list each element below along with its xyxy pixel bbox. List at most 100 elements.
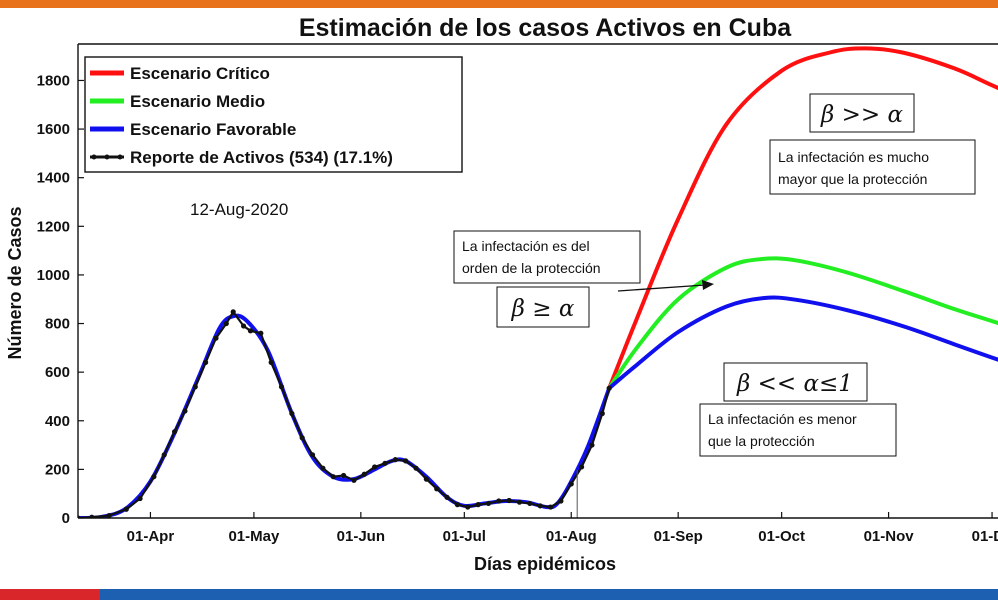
x-tick-label: 01-Apr bbox=[127, 528, 175, 545]
legend-label-medio: Escenario Medio bbox=[130, 92, 265, 111]
annotation-favorable: β << α≤1 La infectación es menor que la … bbox=[699, 362, 897, 457]
data-point-reporte bbox=[454, 502, 461, 508]
data-point-reporte bbox=[403, 458, 409, 464]
data-point-reporte bbox=[372, 464, 378, 470]
data-point-reporte bbox=[547, 504, 554, 510]
data-point-reporte bbox=[340, 472, 347, 479]
y-tick-label: 1000 bbox=[37, 267, 70, 284]
data-point-reporte bbox=[506, 497, 512, 504]
data-point-reporte bbox=[568, 481, 574, 487]
x-tick-label: 01-Aug bbox=[546, 528, 597, 545]
series-line-favorable bbox=[607, 295, 998, 391]
note-box-favorable bbox=[699, 403, 897, 457]
data-point-reporte bbox=[230, 309, 236, 315]
data-point-reporte bbox=[351, 477, 357, 483]
data-point-reporte bbox=[330, 474, 336, 480]
bottom-color-bar-accent bbox=[0, 589, 100, 600]
data-point-reporte bbox=[413, 465, 419, 471]
note-favorable-line2: que la protección bbox=[708, 433, 815, 449]
data-point-reporte bbox=[223, 320, 229, 327]
data-point-reporte bbox=[240, 323, 247, 329]
series-line-medio bbox=[607, 256, 998, 391]
series-line-critico bbox=[607, 46, 998, 391]
x-tick-label: 01-De bbox=[972, 528, 998, 545]
x-tick-label: 01-Jul bbox=[443, 528, 486, 545]
annotation-medio: La infectación es del orden de la protec… bbox=[453, 230, 714, 328]
note-box-critico bbox=[769, 139, 976, 195]
y-axis-label: Número de Casos bbox=[5, 206, 25, 359]
note-box-medio bbox=[453, 230, 641, 284]
math-box-medio bbox=[496, 286, 590, 328]
data-point-reporte bbox=[485, 500, 492, 507]
y-tick-label: 200 bbox=[45, 461, 70, 478]
data-point-reporte bbox=[465, 504, 471, 510]
y-tick-label: 400 bbox=[45, 413, 70, 430]
legend-marker bbox=[117, 154, 123, 160]
legend-marker bbox=[91, 154, 97, 160]
legend-label-favorable: Escenario Favorable bbox=[130, 120, 296, 139]
x-tick-label: 01-Sep bbox=[654, 528, 703, 545]
y-tick-label: 1400 bbox=[37, 170, 70, 187]
data-point-reporte bbox=[589, 442, 595, 448]
data-point-reporte bbox=[558, 498, 564, 504]
data-point-reporte bbox=[192, 384, 198, 390]
data-point-reporte bbox=[423, 476, 429, 482]
top-color-bar bbox=[0, 0, 998, 8]
data-point-reporte bbox=[137, 495, 143, 502]
note-favorable-line1: La infectación es menor bbox=[708, 411, 857, 427]
legend-marker bbox=[104, 154, 110, 160]
note-medio-line2: orden de la protección bbox=[462, 260, 601, 276]
legend-box bbox=[84, 56, 463, 173]
x-tick-label: 01-Oct bbox=[758, 528, 805, 545]
data-point-reporte bbox=[278, 384, 285, 390]
data-point-reporte bbox=[161, 452, 167, 458]
y-tick-label: 1200 bbox=[37, 218, 70, 235]
data-point-reporte bbox=[123, 506, 129, 512]
data-point-reporte bbox=[475, 502, 481, 508]
series-layer bbox=[78, 46, 998, 518]
note-critico-line2: mayor que la protección bbox=[778, 171, 927, 187]
math-critico: β >> α bbox=[820, 102, 903, 128]
math-box-critico bbox=[809, 93, 915, 133]
y-tick-label: 800 bbox=[45, 316, 70, 333]
data-point-reporte bbox=[606, 385, 612, 391]
chart-title: Estimación de los casos Activos en Cuba bbox=[299, 14, 792, 42]
data-point-reporte bbox=[444, 494, 450, 500]
note-critico-line1: La infectación es mucho bbox=[778, 149, 929, 165]
data-point-reporte bbox=[258, 330, 264, 336]
legend: Escenario Crítico Escenario Medio Escena… bbox=[84, 56, 463, 173]
y-tick-label: 1600 bbox=[37, 121, 70, 138]
x-tick-label: 01-May bbox=[228, 528, 280, 545]
data-point-reporte bbox=[382, 460, 388, 466]
data-point-reporte bbox=[392, 457, 398, 463]
math-favorable: β << α≤1 bbox=[736, 371, 853, 397]
y-tick-label: 0 bbox=[62, 510, 70, 527]
annotation-arrow-head bbox=[702, 280, 714, 290]
legend-label-critico: Escenario Crítico bbox=[130, 64, 270, 83]
data-point-reporte bbox=[496, 498, 502, 504]
x-axis-label: Días epidémicos bbox=[474, 554, 616, 574]
data-point-reporte bbox=[516, 499, 523, 505]
data-point-reporte bbox=[320, 465, 326, 471]
data-point-reporte bbox=[434, 486, 440, 492]
report-date: 12-Aug-2020 bbox=[190, 200, 288, 219]
annotation-arrow-shaft bbox=[617, 284, 706, 292]
data-point-reporte bbox=[361, 471, 367, 477]
data-point-reporte bbox=[527, 500, 533, 507]
x-ticks: 01-Apr 01-May 01-Jun 01-Jul 01-Aug 01-Sep 01-O… bbox=[127, 512, 998, 545]
data-point-reporte bbox=[247, 328, 254, 334]
data-point-reporte bbox=[213, 335, 219, 341]
series-line-reporte bbox=[78, 309, 611, 518]
data-point-reporte bbox=[203, 359, 209, 366]
y-tick-label: 600 bbox=[45, 364, 70, 381]
data-point-reporte bbox=[289, 410, 295, 417]
data-point-reporte bbox=[151, 474, 157, 480]
x-tick-label: 01-Jun bbox=[337, 528, 385, 545]
data-point-reporte bbox=[268, 359, 274, 366]
y-tick-label: 1800 bbox=[37, 72, 70, 89]
data-point-reporte bbox=[599, 410, 605, 417]
data-point-reporte bbox=[171, 429, 178, 435]
x-tick-label: 01-Nov bbox=[864, 528, 915, 545]
math-medio: β ≥ α bbox=[511, 296, 575, 322]
